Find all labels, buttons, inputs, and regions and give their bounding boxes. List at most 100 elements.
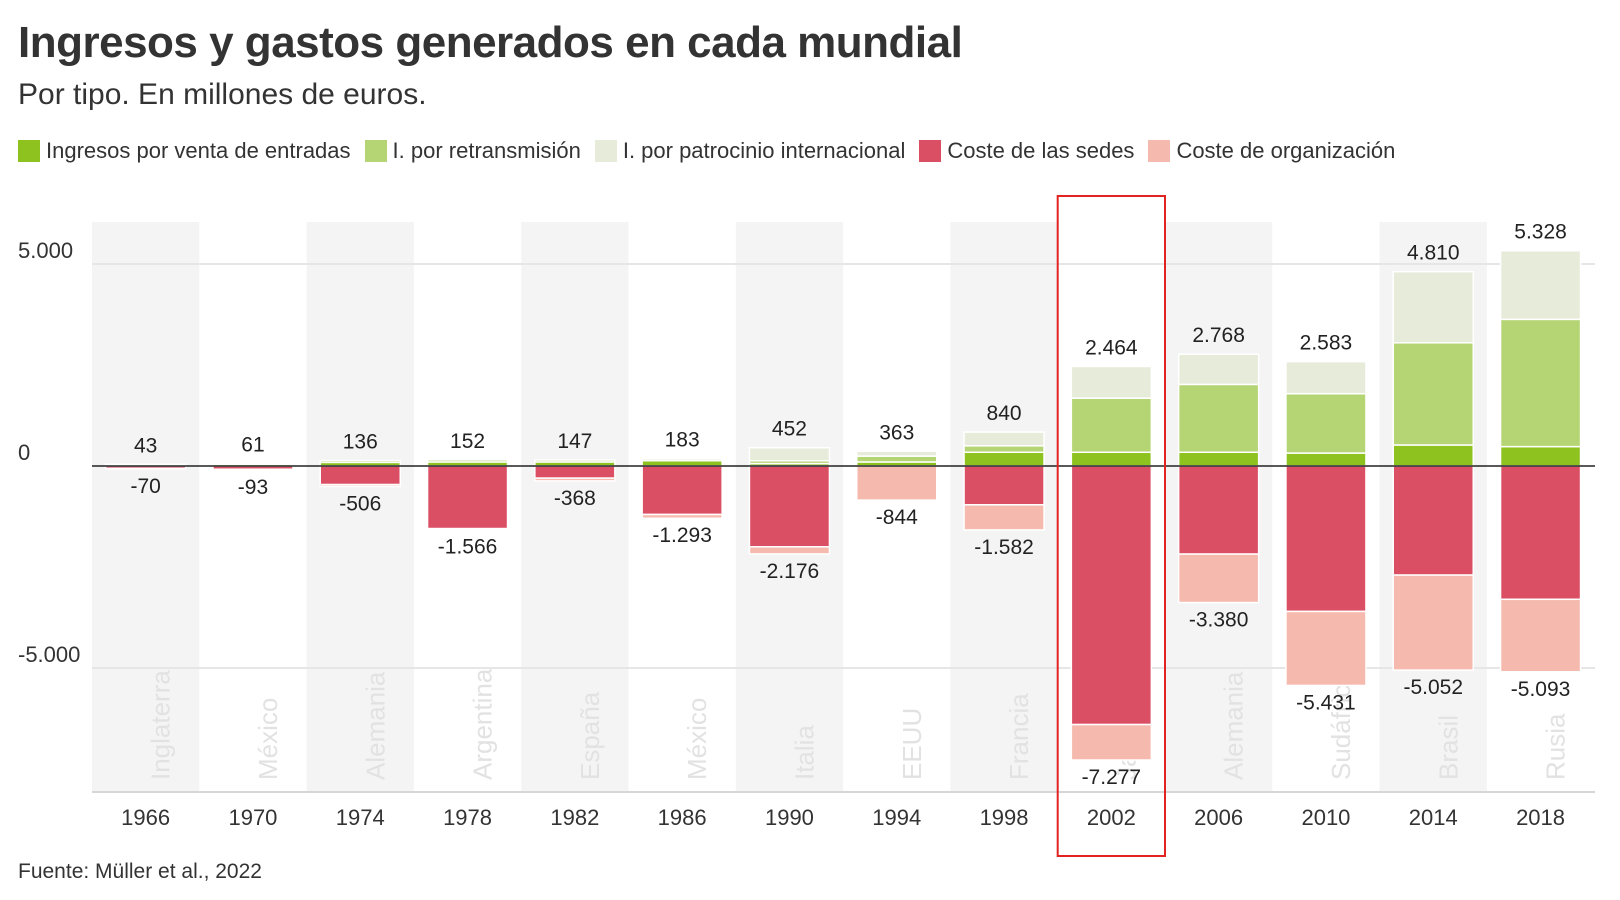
total-negative-label: -368	[554, 487, 596, 510]
total-positive-label: 147	[557, 430, 592, 453]
bar-segment	[1392, 444, 1474, 467]
x-tick-label: 2010	[1301, 805, 1350, 830]
bar-segment	[641, 465, 723, 516]
legend-item-retransmision: I. por retransmisión	[364, 138, 581, 164]
bar-segment	[1499, 465, 1582, 601]
bar-segment	[319, 465, 401, 486]
bar-segment	[1285, 610, 1367, 687]
host-country-label: Francia	[1004, 693, 1034, 780]
legend-label-retransmision: I. por retransmisión	[392, 138, 581, 163]
total-positive-label: 840	[987, 402, 1022, 425]
bar-segment	[1285, 392, 1367, 454]
total-positive-label: 5.328	[1514, 221, 1567, 244]
y-tick-label: 0	[18, 440, 30, 465]
y-tick-label: -5.000	[18, 642, 80, 667]
legend-label-entradas: Ingresos por venta de entradas	[46, 138, 351, 163]
legend: Ingresos por venta de entradas I. por re…	[18, 138, 1409, 164]
bar-segment	[1499, 249, 1582, 321]
total-positive-label: 4.810	[1407, 242, 1460, 265]
total-positive-label: 363	[879, 421, 914, 444]
legend-item-sedes: Coste de las sedes	[919, 138, 1134, 164]
bar-segment	[641, 459, 723, 467]
x-tick-label: 1998	[980, 805, 1029, 830]
legend-item-patrocinio: I. por patrocinio internacional	[594, 138, 905, 164]
legend-swatch-sedes	[919, 140, 942, 162]
total-positive-label: 2.768	[1192, 324, 1245, 347]
total-negative-label: -1.293	[652, 524, 712, 547]
host-country-label: Italia	[789, 725, 819, 780]
legend-swatch-retransmision	[364, 140, 387, 162]
total-negative-label: -5.052	[1403, 676, 1463, 699]
x-tick-label: 2014	[1409, 805, 1458, 830]
highlight-box	[1056, 195, 1166, 857]
bar-segment	[534, 465, 616, 479]
legend-item-organizacion: Coste de organización	[1148, 138, 1395, 164]
total-positive-label: 452	[772, 418, 807, 441]
bar-segment	[319, 483, 401, 488]
bar-segment	[104, 463, 187, 466]
bar-segment	[426, 527, 509, 531]
x-tick-label: 1986	[658, 805, 707, 830]
x-tick-label: 1966	[121, 805, 170, 830]
bar-segment	[856, 465, 938, 501]
host-country-label: Brasil	[1433, 715, 1463, 780]
bar-segment	[641, 513, 723, 519]
total-negative-label: -3.380	[1189, 609, 1249, 632]
total-positive-label: 43	[134, 434, 157, 457]
bar-segment	[1392, 270, 1474, 344]
chart-title: Ingresos y gastos generados en cada mund…	[18, 18, 963, 67]
bar-segment	[963, 445, 1045, 454]
total-negative-label: -2.176	[760, 560, 820, 583]
bar-segment	[1285, 452, 1367, 467]
bar-segment	[856, 450, 938, 457]
bar-segment	[641, 457, 723, 460]
y-tick-label: 5.000	[18, 238, 73, 263]
total-negative-label: -7.277	[1082, 766, 1142, 789]
bar-segment	[1392, 465, 1474, 576]
x-tick-label: 1978	[443, 805, 492, 830]
bar-segment	[856, 455, 938, 463]
total-negative-label: -506	[339, 492, 381, 515]
x-tick-label: 2018	[1516, 805, 1565, 830]
total-negative-label: -70	[130, 475, 160, 498]
bar-segment	[963, 504, 1045, 531]
bar-segment	[1499, 598, 1582, 673]
bar-segment	[1285, 465, 1367, 613]
x-tick-label: 1970	[228, 805, 277, 830]
bar-segment	[1177, 383, 1260, 454]
host-country-label: España	[575, 691, 605, 780]
legend-item-entradas: Ingresos por venta de entradas	[18, 138, 351, 164]
bar-segment	[1177, 465, 1260, 555]
x-tick-label: 2002	[1087, 805, 1136, 830]
bar-segment	[1070, 451, 1153, 467]
bar-segment	[1070, 465, 1153, 726]
total-positive-label: 152	[450, 430, 485, 453]
bar-segment	[1392, 342, 1474, 446]
total-positive-label: 61	[241, 434, 264, 457]
bar-segment	[1499, 445, 1582, 467]
bar-segment	[104, 467, 187, 470]
bar-segment	[1177, 353, 1260, 386]
source-note: Fuente: Müller et al., 2022	[18, 860, 262, 883]
total-negative-label: -5.431	[1296, 691, 1356, 714]
bar-segment	[963, 465, 1045, 506]
host-country-label: Inglaterra	[146, 670, 176, 780]
bar-segment	[1499, 318, 1582, 448]
host-country-label: Sudáfrica	[1326, 670, 1356, 780]
host-country-label: Alemania	[1219, 671, 1249, 780]
bar-segment	[963, 431, 1045, 447]
bar-segment	[1285, 360, 1367, 395]
bar-segment	[319, 459, 401, 464]
background-band	[521, 222, 629, 792]
host-country-label: Argentina	[468, 668, 498, 780]
bar-segment	[534, 477, 616, 482]
x-tick-label: 2006	[1194, 805, 1243, 830]
total-positive-label: 2.583	[1300, 332, 1353, 355]
total-negative-label: -1.582	[974, 536, 1034, 559]
bar-segment	[1070, 365, 1153, 399]
bar-segment	[212, 468, 294, 471]
total-positive-label: 183	[665, 429, 700, 452]
bar-segment	[426, 465, 509, 530]
total-positive-label: 136	[343, 431, 378, 454]
